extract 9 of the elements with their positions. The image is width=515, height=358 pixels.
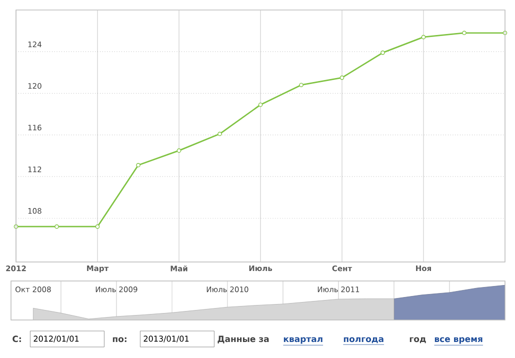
text: полгода — [344, 337, 384, 344]
text: квартал — [284, 337, 322, 344]
text: 2013/01/01 — [144, 336, 189, 342]
text: все время — [434, 337, 482, 344]
text: по: — [112, 337, 126, 342]
text: Данные за — [218, 336, 269, 344]
text: 2012/01/01 — [34, 336, 79, 342]
text: С: — [12, 336, 21, 342]
text: год — [410, 337, 426, 344]
